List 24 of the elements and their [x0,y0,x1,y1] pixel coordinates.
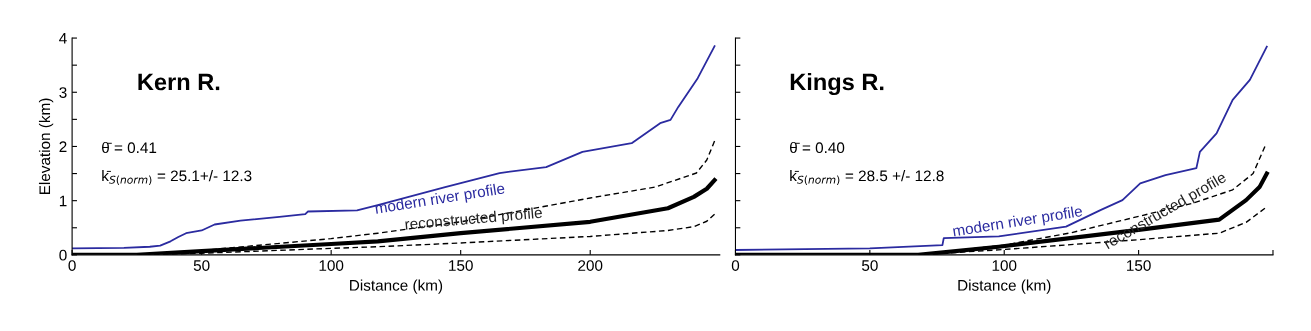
x-tick-label: 150 [449,260,473,271]
annotation: modern river profile [952,205,1084,240]
x-tick-label: 200 [578,260,603,271]
y-tick-label: 1 [59,195,67,207]
x-tick-label: 0 [731,260,740,271]
y-tick-label: 4 [59,33,67,44]
x-tick-label: 50 [861,260,878,271]
y-tick-label: 3 [59,87,67,98]
y-tick-label: 2 [59,141,67,152]
y-axis-title: Elevation (km) [38,98,54,195]
annotation: k̄$_{S(norm)}$ = 28.5 +/- 12.8 [790,170,944,185]
x-axis-title: Distance (km) [350,279,443,294]
annotation: k̄$_{S(norm)}$ = 25.1+/- 12.3 [102,170,252,185]
x-tick-label: 150 [1127,260,1151,271]
x-tick-label: 50 [193,260,210,271]
x-tick-label: 100 [992,260,1017,271]
y-tick-label: 0 [59,249,67,261]
x-tick-label: 0 [68,260,76,271]
annotation: θ̄ = 0.40 [790,141,845,154]
text: Kern R. [138,73,220,91]
x-axis-title: Distance (km) [958,279,1051,294]
annotation: θ̄ = 0.41 [102,141,157,154]
text: Kings R. [790,72,884,96]
x-tick-label: 100 [319,260,344,271]
